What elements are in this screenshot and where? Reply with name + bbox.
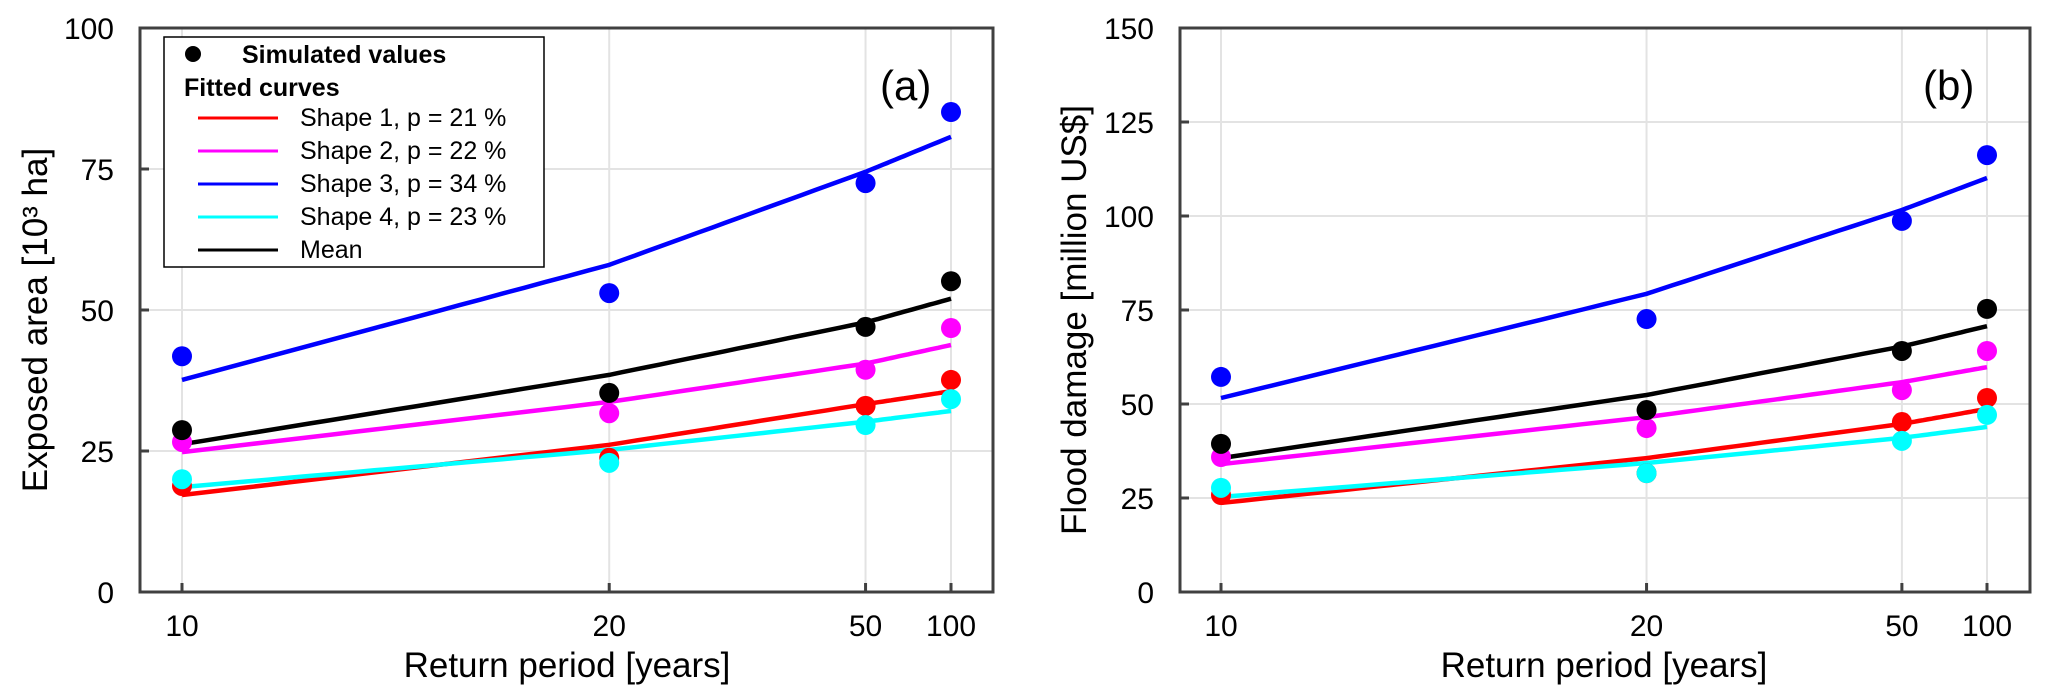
simulated-point-mean — [1211, 433, 1231, 454]
simulated-point-shape-3 — [1891, 210, 1912, 231]
fitted-curve-shape-3 — [1220, 175, 1988, 401]
legend-simulated-label: Simulated values — [242, 41, 446, 69]
y-tick-label: 0 — [97, 577, 114, 610]
simulated-point-shape-2 — [1636, 418, 1657, 439]
legend-entry-label: Mean — [300, 236, 363, 264]
y-tick-label: 50 — [1121, 389, 1154, 422]
x-tick-label: 50 — [849, 610, 882, 643]
x-tick-label: 20 — [1630, 610, 1663, 643]
simulated-point-mean — [1891, 340, 1912, 361]
simulated-point-shape-3 — [855, 173, 876, 194]
panel-b: 10 20 50 100 0 25 50 75 100 125 150 (b) Return per… — [1055, 13, 2032, 685]
y-tick-label: 25 — [81, 436, 114, 469]
simulated-point-shape-1 — [1891, 412, 1912, 433]
ticks-b: 10 20 50 100 0 25 50 75 100 125 150 — [1104, 13, 2012, 643]
y-tick-label: 0 — [1137, 577, 1154, 610]
x-tick-label: 10 — [165, 610, 198, 643]
simulated-point-shape-2 — [855, 359, 876, 380]
y-axis-title-b: Flood damage [million US$] — [1055, 105, 1094, 535]
legend-simulated-marker — [185, 46, 201, 62]
simulated-point-shape-4 — [941, 389, 961, 410]
panel-a: 10 20 50 100 0 25 50 75 100 (a) Return period [y… — [16, 13, 995, 685]
y-tick-label: 100 — [64, 13, 114, 46]
y-tick-label: 75 — [1121, 295, 1154, 328]
x-tick-label: 50 — [1885, 610, 1918, 643]
fitted-curve-shape-3 — [181, 134, 952, 383]
legend-entries: Shape 1, p = 21 % Shape 2, p = 22 % Shape … — [198, 104, 506, 264]
x-tick-label: 10 — [1204, 610, 1237, 643]
panel-label-b: (b) — [1923, 62, 1974, 109]
legend-entry-label: Shape 2, p = 22 % — [300, 137, 506, 165]
simulated-point-shape-3 — [599, 283, 620, 304]
simulated-point-mean — [172, 420, 192, 441]
simulated-point-shape-3 — [941, 102, 961, 123]
x-axis-title-b: Return period [years] — [1441, 646, 1768, 685]
simulated-point-shape-3 — [1636, 309, 1657, 330]
simulated-point-mean — [1636, 400, 1657, 421]
simulated-point-mean — [1977, 298, 1997, 319]
grid-b — [1180, 28, 2030, 592]
y-tick-label: 25 — [1121, 483, 1154, 516]
simulated-point-mean — [855, 316, 876, 337]
simulated-point-shape-1 — [1977, 387, 1997, 408]
simulated-point-shape-1 — [855, 395, 876, 416]
simulated-point-shape-4 — [599, 452, 620, 473]
simulated-point-shape-2 — [599, 403, 620, 424]
fitted-curve-mean — [1220, 324, 1988, 461]
simulated-point-shape-4 — [1211, 477, 1231, 498]
simulated-point-shape-3 — [172, 346, 192, 367]
simulated-point-shape-3 — [1211, 366, 1231, 387]
simulated-point-shape-2 — [941, 318, 961, 339]
simulated-point-shape-4 — [172, 469, 192, 490]
simulated-point-shape-4 — [1636, 463, 1657, 484]
simulated-point-shape-3 — [1977, 145, 1997, 166]
simulated-point-shape-4 — [1891, 430, 1912, 451]
legend-entry-label: Shape 3, p = 34 % — [300, 170, 506, 198]
simulated-point-shape-2 — [1891, 380, 1912, 401]
x-tick-label: 100 — [1962, 610, 2012, 643]
fitted-curve-shape-2 — [1220, 364, 1988, 467]
simulated-point-shape-2 — [1977, 340, 1997, 361]
panel-label-a: (a) — [880, 62, 931, 109]
ticks-a: 10 20 50 100 0 25 50 75 100 — [64, 13, 976, 643]
simulated-point-shape-4 — [855, 415, 876, 436]
x-tick-label: 100 — [926, 610, 976, 643]
series-b — [1211, 145, 1997, 506]
fitted-curve-shape-2 — [181, 342, 952, 455]
simulated-point-mean — [599, 382, 620, 403]
y-tick-label: 125 — [1104, 107, 1154, 140]
legend-entry-label: Shape 1, p = 21 % — [300, 104, 506, 132]
x-axis-title-a: Return period [years] — [404, 646, 731, 685]
legend: Simulated values Fitted curves Shape 1, … — [163, 36, 545, 268]
y-tick-label: 100 — [1104, 201, 1154, 234]
fitted-curve-shape-4 — [181, 408, 952, 490]
y-tick-label: 50 — [81, 295, 114, 328]
simulated-point-shape-4 — [1977, 404, 1997, 425]
legend-fitted-header: Fitted curves — [184, 74, 340, 102]
fitted-curve-mean — [181, 296, 952, 447]
fitted-curve-shape-4 — [1220, 424, 1988, 500]
simulated-point-mean — [941, 271, 961, 292]
x-tick-label: 20 — [593, 610, 626, 643]
series-a — [172, 102, 961, 498]
y-axis-title-a: Exposed area [10³ ha] — [16, 148, 55, 492]
y-tick-label: 150 — [1104, 13, 1154, 46]
y-tick-label: 75 — [81, 154, 114, 187]
legend-entry-label: Shape 4, p = 23 % — [300, 203, 506, 231]
simulated-point-shape-1 — [941, 369, 961, 390]
